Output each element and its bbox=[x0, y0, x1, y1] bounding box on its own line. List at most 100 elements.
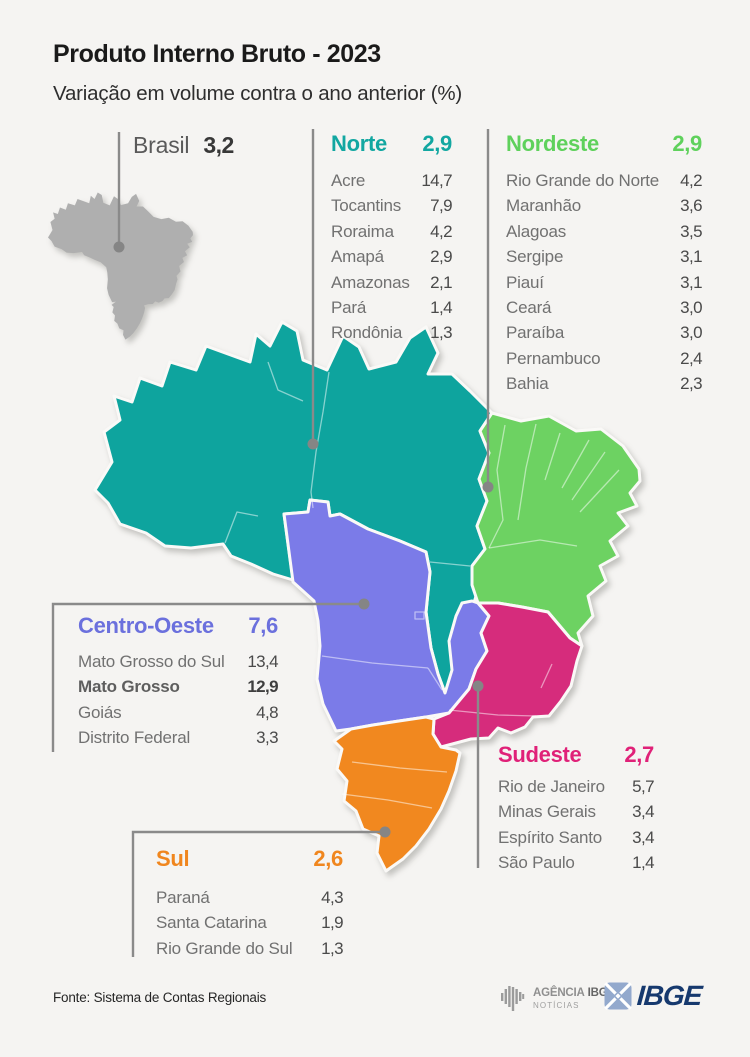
ibge-pinwheel-icon bbox=[604, 982, 632, 1010]
brasil-value: 3,2 bbox=[203, 132, 234, 158]
region-value: 2,9 bbox=[672, 131, 702, 156]
state-name: Paraná bbox=[156, 888, 210, 907]
region-name: Sudeste bbox=[498, 742, 582, 767]
region-value: 2,9 bbox=[422, 131, 452, 156]
state-name: Sergipe bbox=[506, 247, 564, 267]
state-row: Amapá 2,9 bbox=[331, 244, 453, 269]
state-name: Distrito Federal bbox=[78, 728, 191, 748]
state-name: Amazonas bbox=[331, 272, 410, 292]
state-row: Rio Grande do Norte 4,2 bbox=[506, 168, 703, 193]
state-row: Ceará 3,0 bbox=[506, 295, 703, 320]
state-value: 3,4 bbox=[632, 827, 654, 847]
state-row: Paraíba 3,0 bbox=[506, 320, 703, 345]
state-value: 3,0 bbox=[680, 323, 702, 343]
state-row: Espírito Santo 3,4 bbox=[498, 825, 655, 850]
agencia-ibge-noticias-logo: AGÊNCIA IBGE NOTÍCIAS bbox=[499, 984, 615, 1014]
state-list-sul: Paraná 4,3 Santa Catarina 1,9 Rio Grande d… bbox=[156, 885, 344, 961]
state-row: Rio de Janeiro 5,7 bbox=[498, 774, 655, 799]
brasil-map-dot bbox=[113, 241, 125, 253]
ibge-wordmark: IBGE bbox=[635, 980, 703, 1011]
state-row: Rio Grande do Sul 1,3 bbox=[156, 936, 344, 961]
region-name: Nordeste bbox=[506, 131, 599, 156]
state-row: Amazonas 2,1 bbox=[331, 270, 453, 295]
state-value: 7,9 bbox=[430, 196, 452, 216]
region-name: Norte bbox=[331, 131, 387, 156]
ibge-logo: IBGE bbox=[604, 980, 703, 1011]
nordeste-map-dot bbox=[482, 481, 494, 493]
state-name: Pernambuco bbox=[506, 348, 601, 368]
state-name: Bahia bbox=[506, 374, 549, 394]
region-block-sudeste: Sudeste 2,7 Rio de Janeiro 5,7 Minas Gera… bbox=[498, 742, 655, 876]
region-header-sul: Sul 2,6 bbox=[156, 846, 343, 872]
state-name: Tocantins bbox=[331, 196, 402, 216]
state-value: 1,4 bbox=[632, 853, 654, 873]
region-value: 2,7 bbox=[624, 742, 654, 767]
region-name: Sul bbox=[156, 846, 190, 871]
region-block-centro-oeste: Centro-Oeste 7,6 Mato Grosso do Sul 13,4 … bbox=[78, 613, 279, 751]
state-name: Rio de Janeiro bbox=[498, 777, 605, 796]
state-name: Espírito Santo bbox=[498, 827, 602, 847]
state-name: Ceará bbox=[506, 298, 552, 318]
state-value: 12,9 bbox=[247, 677, 278, 697]
noticias-label: NOTÍCIAS bbox=[533, 1000, 580, 1010]
brazil-regions-map bbox=[93, 320, 642, 873]
state-row: Paraná 4,3 bbox=[156, 885, 344, 910]
sudeste-map-dot bbox=[472, 680, 484, 692]
source-note: Fonte: Sistema de Contas Regionais bbox=[53, 990, 267, 1005]
state-name: Maranhão bbox=[506, 196, 581, 216]
state-value: 4,2 bbox=[680, 171, 702, 190]
state-row: Mato Grosso 12,9 bbox=[78, 674, 279, 699]
region-name: Centro-Oeste bbox=[78, 613, 214, 638]
state-borders bbox=[224, 361, 620, 809]
state-value: 1,3 bbox=[321, 938, 343, 958]
state-name: Rondônia bbox=[331, 323, 403, 343]
region-header-centro-oeste: Centro-Oeste 7,6 bbox=[78, 613, 278, 639]
region-value: 2,6 bbox=[313, 846, 343, 871]
state-name: Paraíba bbox=[506, 323, 565, 343]
state-row: Distrito Federal 3,3 bbox=[78, 725, 279, 750]
agencia-label: AGÊNCIA bbox=[533, 986, 585, 999]
state-value: 2,3 bbox=[680, 374, 702, 394]
state-value: 1,9 bbox=[321, 913, 343, 933]
region-block-norte: Norte 2,9 Acre 14,7 Tocantins 7,9 Roraima 4… bbox=[331, 131, 453, 346]
state-row: Piauí 3,1 bbox=[506, 270, 703, 295]
region-header-sudeste: Sudeste 2,7 bbox=[498, 742, 654, 768]
brazil-mini-map bbox=[48, 192, 193, 340]
state-row: Minas Gerais 3,4 bbox=[498, 799, 655, 824]
state-value: 1,3 bbox=[430, 323, 452, 343]
state-value: 3,0 bbox=[680, 298, 702, 318]
page-subtitle: Variação em volume contra o ano anterior… bbox=[53, 82, 462, 105]
state-name: Mato Grosso do Sul bbox=[78, 652, 225, 671]
agencia-ibge-map-icon bbox=[501, 986, 525, 1011]
sul-map-dot bbox=[379, 826, 391, 838]
state-value: 3,6 bbox=[680, 196, 702, 216]
page-title: Produto Interno Bruto - 2023 bbox=[53, 40, 381, 68]
state-value: 3,3 bbox=[256, 728, 278, 748]
state-name: Mato Grosso bbox=[78, 677, 180, 697]
norte-map-dot bbox=[307, 438, 319, 450]
state-value: 2,4 bbox=[680, 348, 702, 368]
state-name: Amapá bbox=[331, 247, 384, 267]
state-row: Bahia 2,3 bbox=[506, 371, 703, 396]
state-list-centro-oeste: Mato Grosso do Sul 13,4 Mato Grosso 12,9 G… bbox=[78, 649, 279, 751]
region-block-sul: Sul 2,6 Paraná 4,3 Santa Catarina 1,9 Rio … bbox=[156, 846, 344, 961]
leader-lines bbox=[51, 129, 494, 957]
state-value: 5,7 bbox=[632, 777, 654, 796]
state-row: Maranhão 3,6 bbox=[506, 193, 703, 218]
state-row: Sergipe 3,1 bbox=[506, 244, 703, 269]
region-value: 7,6 bbox=[248, 613, 278, 638]
state-row: Acre 14,7 bbox=[331, 168, 453, 193]
state-list-norte: Acre 14,7 Tocantins 7,9 Roraima 4,2 Amapá 2,… bbox=[331, 168, 453, 346]
state-value: 13,4 bbox=[247, 652, 278, 671]
region-block-nordeste: Nordeste 2,9 Rio Grande do Norte 4,2 Mara… bbox=[506, 131, 703, 397]
state-name: Piauí bbox=[506, 272, 544, 292]
centro-oeste-map-dot bbox=[358, 598, 370, 610]
map-region-sudeste bbox=[431, 601, 584, 749]
state-name: Pará bbox=[331, 298, 367, 318]
state-row: São Paulo 1,4 bbox=[498, 850, 655, 875]
state-value: 4,3 bbox=[321, 888, 343, 907]
state-row: Goiás 4,8 bbox=[78, 700, 279, 725]
state-name: Santa Catarina bbox=[156, 913, 267, 933]
